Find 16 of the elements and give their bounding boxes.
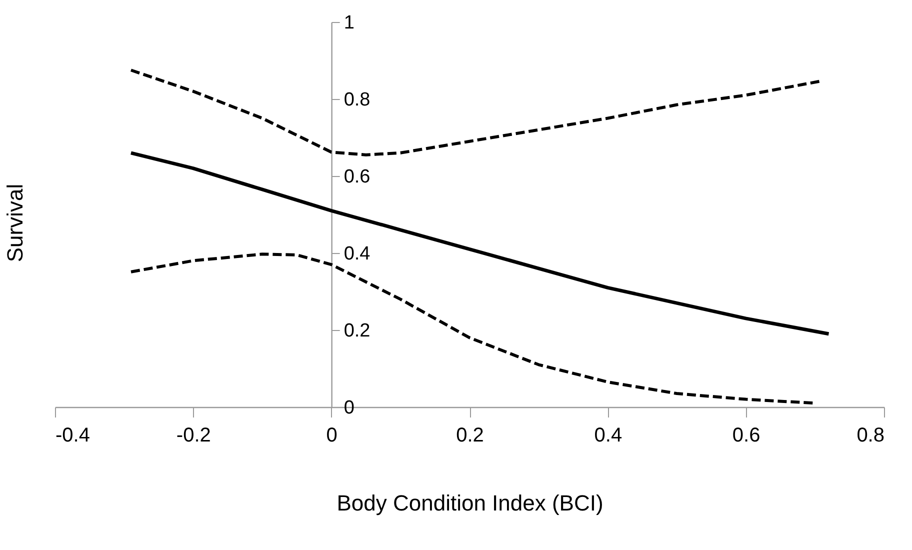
x-tick-label: -0.4 <box>56 424 90 446</box>
y-tick-label: 1 <box>344 12 354 34</box>
x-tick-label: 0 <box>326 424 338 446</box>
line-series <box>129 151 830 336</box>
x-tick-label: 0.6 <box>732 424 760 446</box>
y-tick-label: 0.4 <box>344 244 371 264</box>
x-tick-label: -0.2 <box>176 424 211 446</box>
x-axis-title: Body Condition Index (BCI) <box>336 490 604 516</box>
y-tick-label: 0.6 <box>344 166 370 188</box>
x-tick-label: 0.4 <box>594 424 622 446</box>
y-axis-title: Survival <box>2 184 28 262</box>
y-tick-label: 0.2 <box>344 320 370 342</box>
y-tick-label: 0.8 <box>344 90 370 110</box>
y-tick-label: 0 <box>344 398 354 418</box>
x-tick-label: 0.8 <box>856 424 884 446</box>
x-tick-label: 0.2 <box>456 424 484 446</box>
